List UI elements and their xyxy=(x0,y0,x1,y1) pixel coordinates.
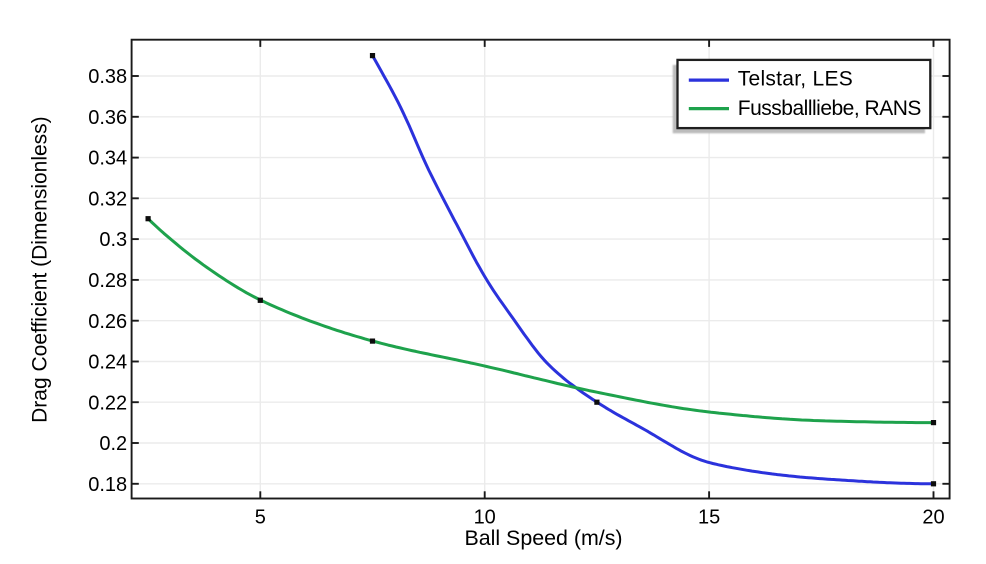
svg-text:0.22: 0.22 xyxy=(88,392,127,414)
svg-text:0.26: 0.26 xyxy=(88,311,127,333)
svg-text:5: 5 xyxy=(255,507,266,529)
svg-text:15: 15 xyxy=(698,507,720,529)
svg-text:0.34: 0.34 xyxy=(88,148,127,170)
svg-text:Drag Coefficient (Dimensionles: Drag Coefficient (Dimensionless) xyxy=(29,116,52,423)
svg-text:10: 10 xyxy=(474,507,496,529)
svg-text:0.32: 0.32 xyxy=(88,188,127,210)
svg-text:0.24: 0.24 xyxy=(88,352,127,374)
svg-text:Telstar, LES: Telstar, LES xyxy=(738,68,853,91)
svg-text:Ball Speed (m/s): Ball Speed (m/s) xyxy=(464,526,622,550)
svg-text:20: 20 xyxy=(922,507,944,529)
svg-text:0.18: 0.18 xyxy=(88,474,127,496)
svg-text:0.36: 0.36 xyxy=(88,107,127,129)
svg-text:0.2: 0.2 xyxy=(99,433,127,455)
svg-text:0.3: 0.3 xyxy=(99,229,127,251)
svg-text:0.38: 0.38 xyxy=(88,66,127,88)
svg-text:0.28: 0.28 xyxy=(88,270,127,292)
svg-text:Fussballliebe, RANS: Fussballliebe, RANS xyxy=(738,97,922,120)
